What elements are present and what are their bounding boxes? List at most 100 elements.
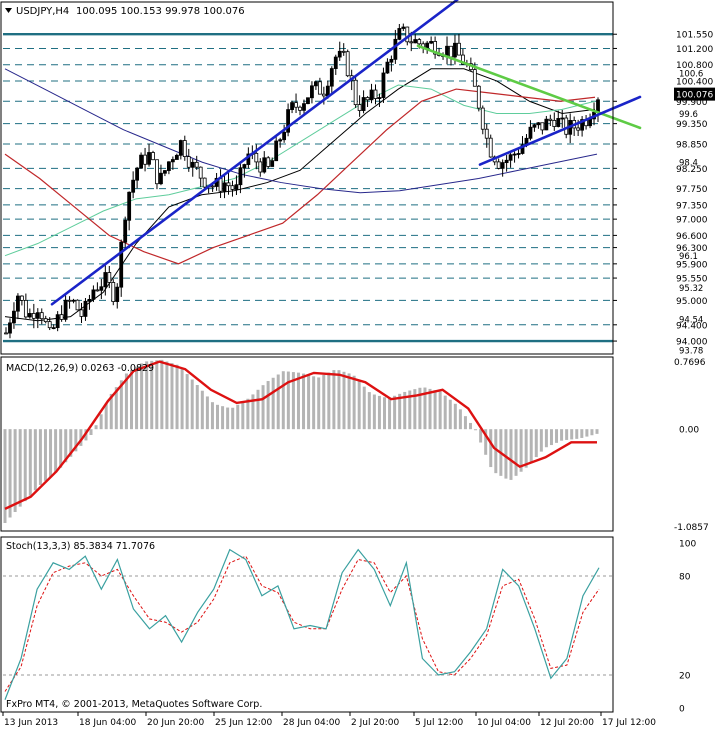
candle-body	[556, 118, 561, 127]
price-label: 101.550	[676, 31, 713, 41]
time-label: 10 Jul 04:00	[477, 718, 531, 728]
panel-frame	[0, 1, 614, 355]
candle-body	[186, 156, 191, 168]
candle-body	[226, 182, 231, 187]
price-label: 95.000	[676, 297, 708, 307]
candle-body	[290, 102, 294, 110]
moving-average-line	[4, 68, 596, 322]
candle-body	[417, 39, 422, 45]
candle-body	[532, 124, 537, 128]
candle-body	[119, 241, 124, 288]
price-label: 96.600	[676, 232, 708, 242]
candle-body	[429, 41, 434, 44]
trendline	[50, 0, 460, 306]
candle-body	[302, 103, 306, 111]
candle-body	[202, 177, 207, 188]
candle-body	[27, 313, 32, 318]
candle-body	[552, 120, 557, 127]
candle-body	[143, 154, 147, 165]
candle-body	[321, 93, 326, 97]
price-label-minor: 95.32	[679, 284, 703, 294]
candle-body	[496, 161, 501, 169]
candle-body	[155, 159, 159, 185]
candle-body	[548, 118, 553, 121]
price-label-bg	[674, 228, 715, 242]
candle-body	[194, 161, 199, 168]
candle-body	[449, 45, 453, 58]
chart-title-ohlc: 100.095 100.153 99.978 100.076	[76, 6, 245, 17]
candle-body	[560, 117, 565, 120]
candle-body	[258, 161, 263, 173]
stoch-axis-label: 0	[679, 705, 685, 715]
candle-body	[51, 327, 56, 330]
candle-body	[43, 318, 48, 323]
candle-body	[508, 154, 513, 161]
candle-body	[182, 140, 187, 157]
candle-body	[16, 295, 20, 312]
candle-body	[222, 182, 227, 192]
candle-body	[190, 161, 195, 168]
candle-body	[345, 51, 350, 77]
time-label: 18 Jun 04:00	[79, 718, 136, 728]
candle-body	[500, 162, 505, 169]
price-label-bg	[674, 271, 715, 285]
candle-body	[361, 97, 366, 111]
trendline	[478, 95, 642, 166]
candle-body	[536, 122, 541, 126]
price-label-minor: 94.54	[679, 316, 703, 326]
price-label: 101.200	[676, 45, 713, 55]
time-label: 13 Jun 2013	[4, 718, 58, 728]
candle-body	[409, 41, 414, 44]
candle-body	[210, 185, 215, 188]
stoch-signal-line	[4, 555, 600, 692]
candle-body	[385, 61, 390, 74]
candle-body	[35, 312, 40, 319]
price-label-minor: 100.6	[679, 69, 703, 79]
price-label: 100.800	[676, 61, 713, 71]
price-label-minor: 96.1	[679, 252, 698, 262]
current-price-tag	[674, 87, 715, 101]
macd-title: MACD(12,26,9) 0.0263 -0.0829	[6, 363, 154, 374]
candle-body	[580, 119, 585, 131]
candle-body	[476, 85, 481, 109]
candle-body	[87, 298, 92, 302]
candle-body	[294, 102, 298, 108]
candle-body	[123, 219, 128, 243]
price-label-bg	[674, 27, 715, 41]
time-label: 25 Jun 12:00	[215, 718, 272, 728]
candle-body	[405, 26, 410, 43]
candle-body	[397, 28, 402, 40]
candle-body	[516, 153, 521, 155]
candle-body	[564, 117, 569, 135]
price-label: 97.750	[676, 185, 708, 195]
price-label: 95.900	[676, 260, 708, 270]
candle-body	[8, 322, 12, 334]
price-label-bg	[674, 117, 715, 131]
candle-body	[79, 309, 84, 317]
candle-body	[337, 50, 342, 58]
candle-body	[298, 106, 302, 111]
candle-body	[329, 68, 334, 87]
time-label: 2 Jul 20:00	[351, 718, 400, 728]
candle-body	[445, 45, 449, 56]
candle-body	[159, 172, 163, 185]
price-label-bg	[674, 318, 715, 332]
current-price-label: 100.076	[676, 91, 713, 101]
macd-axis-label: 0.00	[679, 426, 699, 436]
candle-body	[365, 97, 370, 101]
candle-body	[512, 153, 517, 156]
candle-body	[23, 299, 28, 318]
candle-body	[31, 313, 36, 319]
moving-average-line	[4, 84, 596, 257]
price-label: 97.000	[676, 216, 708, 226]
price-label-bg	[674, 58, 715, 72]
candle-body	[357, 104, 362, 111]
candle-body	[504, 159, 509, 164]
panel-frame	[0, 536, 614, 713]
price-label: 99.350	[676, 120, 708, 130]
candle-body	[369, 89, 374, 101]
candle-body	[333, 56, 338, 69]
candle-body	[111, 282, 116, 302]
candle-body	[282, 131, 287, 141]
